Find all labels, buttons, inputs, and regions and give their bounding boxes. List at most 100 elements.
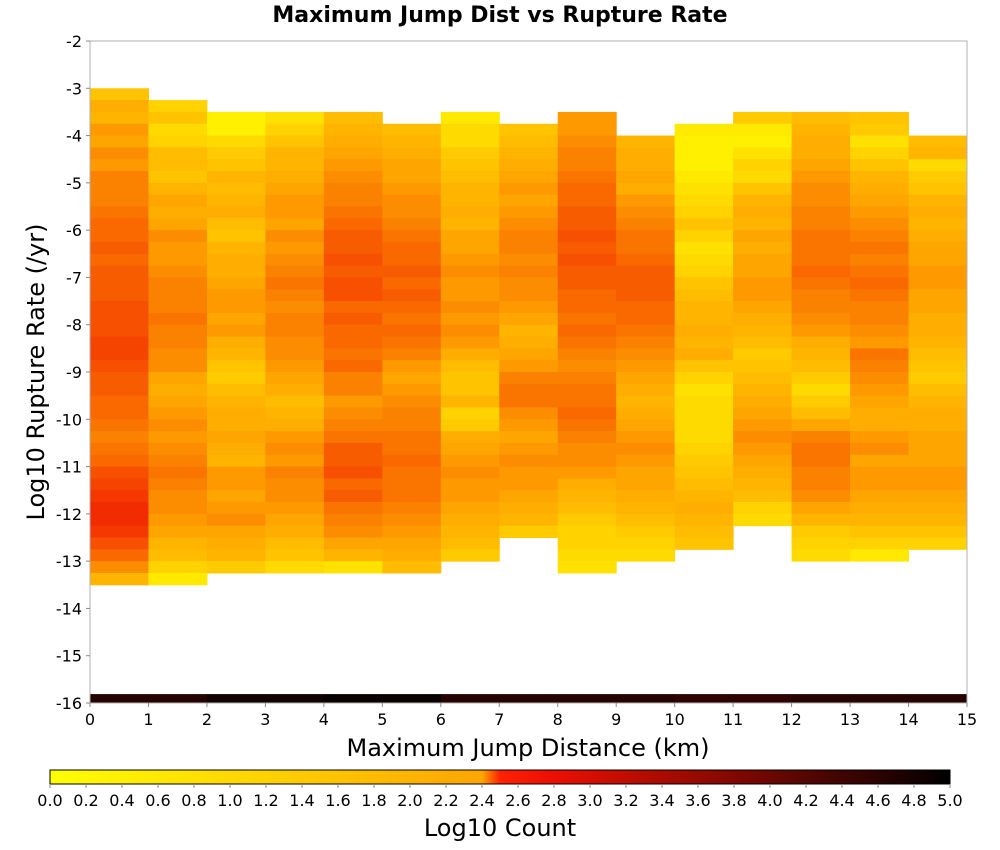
heatmap-cell — [557, 561, 617, 574]
x-tick-label: 8 — [553, 710, 563, 729]
heatmap-cell — [265, 502, 325, 515]
heatmap-cell — [148, 289, 208, 302]
colorbar-tick-label: 0.0 — [37, 791, 62, 810]
heatmap-cell — [148, 147, 208, 160]
heatmap-cell — [148, 253, 208, 267]
heatmap-cell — [850, 135, 910, 148]
heatmap-cell — [499, 525, 559, 538]
heatmap-cell — [616, 348, 676, 361]
heatmap-cell — [90, 194, 149, 207]
heatmap-cell — [206, 466, 266, 479]
heatmap-cell — [908, 502, 968, 515]
colorbar-tick-label: 3.8 — [721, 791, 746, 810]
heatmap-cell — [206, 135, 266, 148]
heatmap-cell — [323, 241, 383, 255]
heatmap-cell — [265, 372, 325, 385]
heatmap-cell — [323, 502, 383, 515]
heatmap-cell — [206, 383, 266, 397]
heatmap-cell — [440, 549, 500, 562]
heatmap-cell — [265, 123, 325, 137]
heatmap-cell — [908, 431, 968, 444]
heatmap-cell — [382, 289, 442, 302]
heatmap-cell — [791, 525, 851, 538]
heatmap-cell — [791, 513, 851, 527]
colorbar-tick-label: 0.8 — [181, 791, 206, 810]
heatmap-cell — [850, 324, 910, 338]
heatmap-cell — [323, 372, 383, 385]
heatmap-cell — [90, 419, 149, 432]
heatmap-cell — [323, 135, 383, 148]
heatmap-cell — [616, 360, 676, 373]
heatmap-cell — [908, 372, 968, 385]
heatmap-cell — [557, 372, 617, 385]
heatmap-cell — [499, 348, 559, 361]
heatmap-cell — [733, 454, 793, 468]
heatmap-bottom-cell — [265, 694, 325, 703]
heatmap-cell — [908, 478, 968, 491]
heatmap-cell — [382, 372, 442, 385]
heatmap-cell — [733, 502, 793, 515]
y-tick-label: -4 — [66, 127, 82, 146]
x-tick-label: 3 — [260, 710, 270, 729]
heatmap-cell — [791, 537, 851, 550]
heatmap-cell — [908, 454, 968, 468]
heatmap-cell — [499, 490, 559, 503]
heatmap-cell — [616, 513, 676, 527]
heatmap-cell — [440, 159, 500, 172]
heatmap-cell — [791, 147, 851, 160]
heatmap-cell — [206, 513, 266, 527]
heatmap-cell — [206, 171, 266, 184]
heatmap-cell — [265, 513, 325, 527]
heatmap-cell — [382, 348, 442, 361]
heatmap-cell — [791, 312, 851, 326]
heatmap-cell — [791, 241, 851, 255]
heatmap-cell — [674, 360, 734, 373]
heatmap-cell — [148, 301, 208, 314]
heatmap-cell — [850, 372, 910, 385]
heatmap-cell — [908, 230, 968, 243]
heatmap-cell — [674, 490, 734, 503]
heatmap-cell — [850, 383, 910, 397]
heatmap-cell — [557, 206, 617, 219]
heatmap-cell — [616, 241, 676, 255]
heatmap-cell — [148, 419, 208, 432]
heatmap-cell — [206, 253, 266, 267]
colorbar-tick-label: 1.2 — [253, 791, 278, 810]
heatmap-cell — [90, 159, 149, 172]
heatmap-cell — [499, 466, 559, 479]
heatmap-cell — [382, 431, 442, 444]
heatmap-cell — [791, 490, 851, 503]
heatmap-cell — [674, 513, 734, 527]
heatmap-cell — [616, 277, 676, 290]
heatmap-cell — [440, 171, 500, 184]
heatmap-cell — [440, 135, 500, 148]
y-tick-label: -11 — [56, 458, 82, 477]
heatmap-cell — [148, 324, 208, 338]
heatmap-cell — [499, 324, 559, 338]
heatmap-cell — [557, 324, 617, 338]
heatmap-cell — [791, 395, 851, 408]
heatmap-bottom-cell — [733, 694, 793, 703]
heatmap-cell — [499, 383, 559, 397]
heatmap-cell — [323, 360, 383, 373]
heatmap-cell — [616, 171, 676, 184]
heatmap-cell — [557, 442, 617, 456]
heatmap-cell — [733, 241, 793, 255]
x-tick-label: 1 — [143, 710, 153, 729]
heatmap-cell — [674, 182, 734, 196]
heatmap-cell — [791, 372, 851, 385]
heatmap-cell — [90, 111, 149, 125]
heatmap-cell — [499, 301, 559, 314]
heatmap-cell — [733, 111, 793, 125]
heatmap-cell — [733, 466, 793, 479]
x-tick-label: 9 — [611, 710, 621, 729]
heatmap-cell — [265, 478, 325, 491]
heatmap-cell — [616, 135, 676, 148]
heatmap-cell — [206, 324, 266, 338]
heatmap-cell — [382, 442, 442, 456]
heatmap-cell — [206, 348, 266, 361]
heatmap-cell — [850, 171, 910, 184]
heatmap-cell — [850, 348, 910, 361]
heatmap-cell — [265, 383, 325, 397]
heatmap-cell — [265, 395, 325, 408]
